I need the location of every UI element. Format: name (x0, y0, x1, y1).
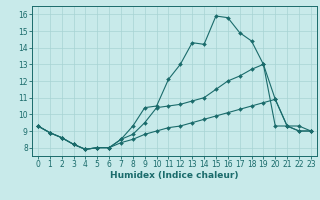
X-axis label: Humidex (Indice chaleur): Humidex (Indice chaleur) (110, 171, 239, 180)
